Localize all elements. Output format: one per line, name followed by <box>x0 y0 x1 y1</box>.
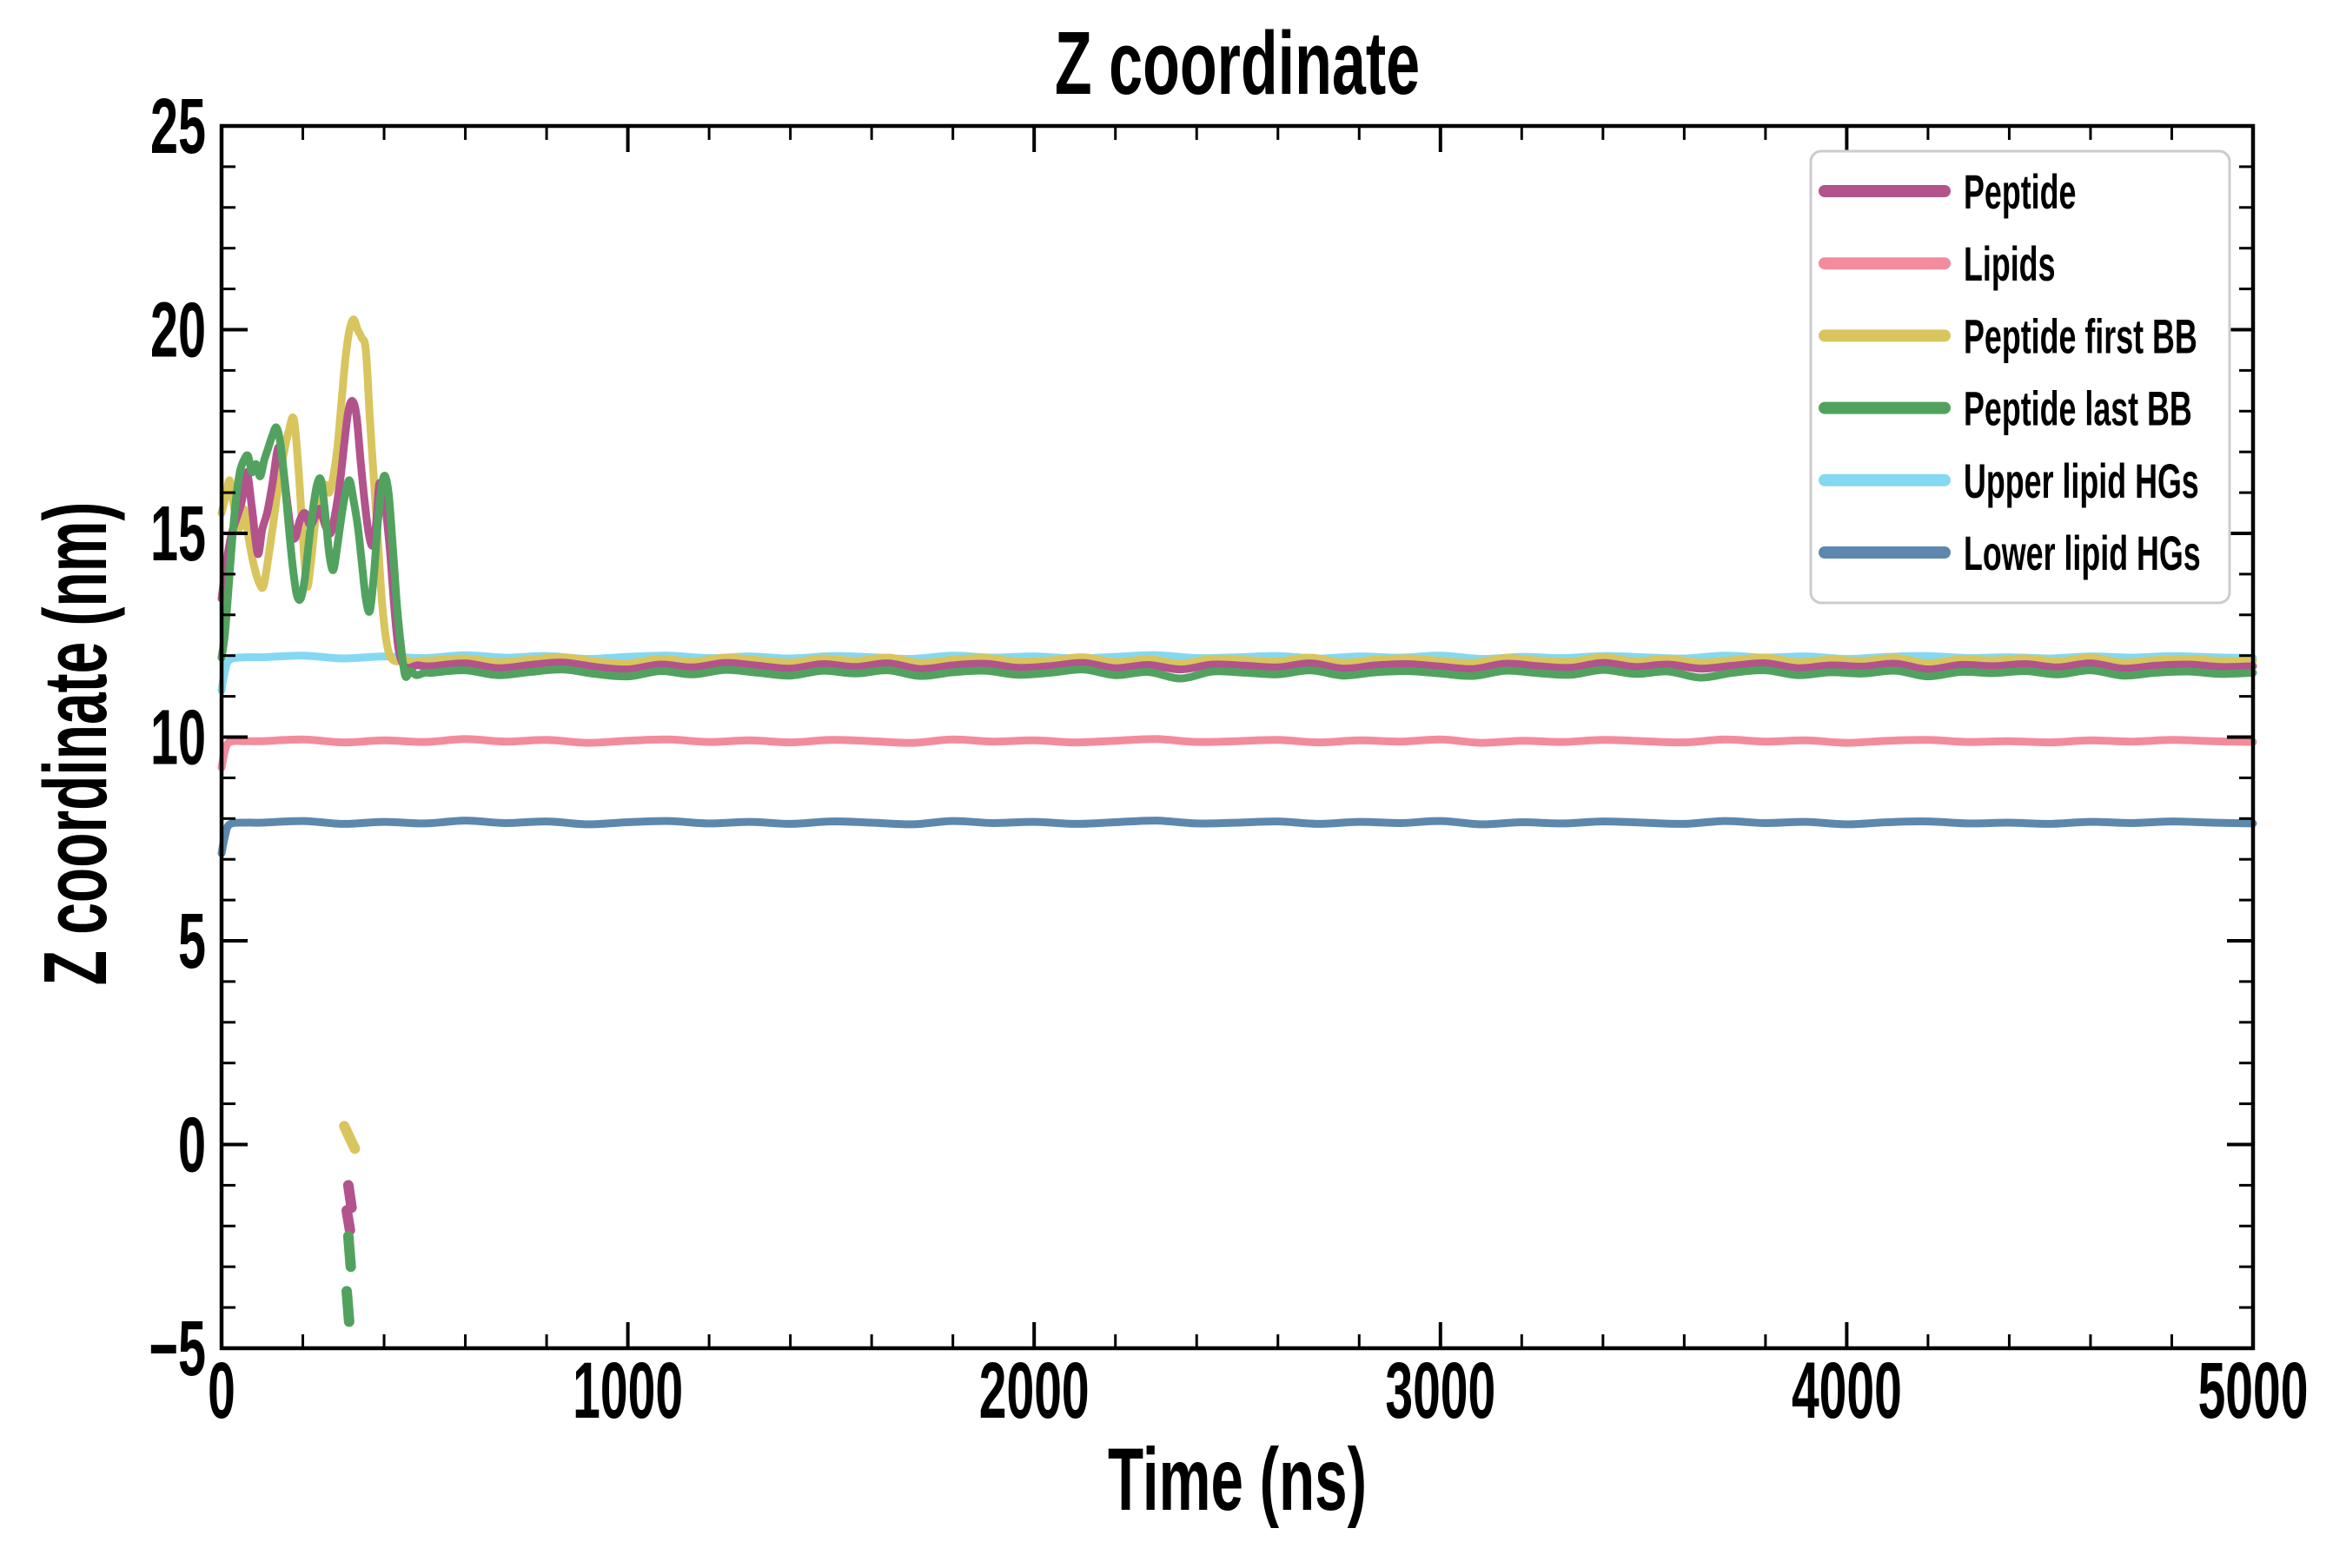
legend-label-peptide-last-bb: Peptide last BB <box>1964 380 2192 435</box>
legend-label-group: Peptide last BB <box>1964 380 2192 435</box>
series-layer <box>217 315 2257 857</box>
pbc-wrap-segment-peptide-first-bb <box>339 1121 361 1154</box>
legend-label-group: Peptide <box>1964 164 2076 219</box>
series-line-lipids <box>217 735 2257 772</box>
legend-label-peptide-first-bb: Peptide first BB <box>1964 308 2197 363</box>
legend-label-group: Lower lipid HGs <box>1964 526 2201 580</box>
y-tick-label: −5 <box>149 1306 206 1393</box>
y-axis-label-group: Z coordinate (nm) <box>26 502 125 986</box>
x-tick-label-group: 2000 <box>979 1346 1090 1435</box>
y-tick-label: 0 <box>178 1102 206 1189</box>
y-tick-label-group: −5 <box>149 1306 206 1393</box>
x-tick-label: 4000 <box>1792 1346 1902 1435</box>
legend-label-lipids: Lipids <box>1964 236 2056 291</box>
legend-label-lower-lipid-hgs: Lower lipid HGs <box>1964 526 2201 580</box>
legend-label-group: Upper lipid HGs <box>1964 453 2199 508</box>
y-tick-label: 10 <box>150 695 206 782</box>
x-tick-label: 3000 <box>1385 1346 1495 1435</box>
y-tick-label-group: 25 <box>150 83 206 170</box>
y-tick-label-group: 0 <box>178 1102 206 1189</box>
series-line-peptide-last-bb <box>217 423 2257 683</box>
series-line-peptide-first-bb <box>217 315 2257 668</box>
x-tick-label-group: 1000 <box>573 1346 683 1435</box>
legend-label-group: Peptide first BB <box>1964 308 2197 363</box>
y-tick-label: 20 <box>150 288 206 374</box>
y-axis-label: Z coordinate (nm) <box>26 502 125 986</box>
x-tick-label: 1000 <box>573 1346 683 1435</box>
x-tick-label-group: 3000 <box>1385 1346 1495 1435</box>
x-tick-label: 2000 <box>979 1346 1090 1435</box>
x-tick-label-group: 0 <box>208 1346 235 1435</box>
pbc-wrap-segment-peptide <box>341 1205 355 1235</box>
series-line-peptide <box>217 397 2257 674</box>
pbc-wrap-segment-peptide <box>342 1180 357 1214</box>
x-tick-label: 0 <box>208 1346 235 1435</box>
y-tick-label: 5 <box>178 898 206 985</box>
x-axis-label-group: Time (ns) <box>1108 1431 1367 1529</box>
y-tick-label-group: 15 <box>150 491 206 578</box>
pbc-wrap-segment-peptide-last-bb <box>342 1231 356 1273</box>
series-line-lower-lipid-hgs <box>217 817 2257 857</box>
legend: Peptide Lipids Peptide first BB Peptide las… <box>1809 149 2231 605</box>
x-tick-label-group: 5000 <box>2198 1346 2309 1435</box>
y-tick-label-group: 20 <box>150 288 206 374</box>
wrap-segments-layer <box>339 1121 361 1327</box>
y-tick-label-group: 5 <box>178 898 206 985</box>
chart-title-group: Z coordinate <box>1055 12 1420 113</box>
legend-label-peptide: Peptide <box>1964 164 2076 219</box>
x-axis-label: Time (ns) <box>1108 1431 1367 1529</box>
legend-label-upper-lipid-hgs: Upper lipid HGs <box>1964 453 2199 508</box>
ticks-layer <box>220 124 2255 1350</box>
legend-label-group: Lipids <box>1964 236 2056 291</box>
x-tick-label-group: 4000 <box>1792 1346 1902 1435</box>
y-tick-label-group: 10 <box>150 695 206 782</box>
pbc-wrap-segment-peptide-last-bb <box>341 1286 355 1327</box>
x-tick-label: 5000 <box>2198 1346 2309 1435</box>
chart-title: Z coordinate <box>1055 12 1420 113</box>
y-tick-label: 25 <box>150 83 206 170</box>
y-tick-label: 15 <box>150 491 206 578</box>
